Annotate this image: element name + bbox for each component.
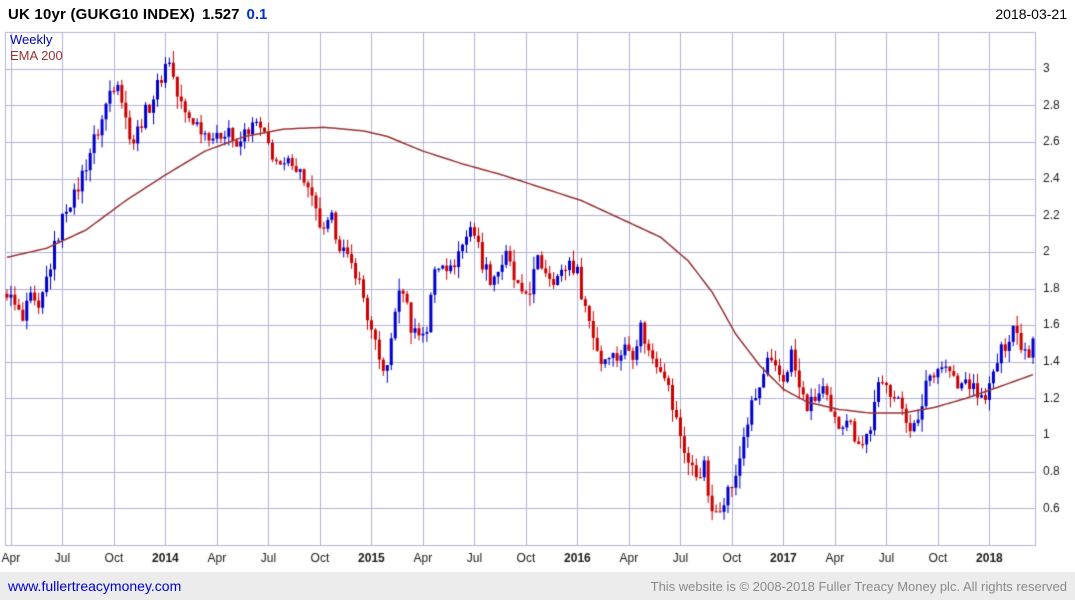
last-price: 1.527 (201, 5, 240, 23)
chart-header-left: UK 10yr (GUKG10 INDEX) 1.527 0.1 (8, 6, 267, 23)
chart-header: UK 10yr (GUKG10 INDEX) 1.527 0.1 2018-03… (0, 0, 1075, 28)
price-chart-canvas[interactable] (0, 28, 1075, 572)
chart-date: 2018-03-21 (995, 6, 1067, 22)
fullertreacymoney-link[interactable]: www.fullertreacymoney.com (8, 578, 182, 594)
copyright-text: This website is © 2008-2018 Fuller Treac… (650, 578, 1067, 594)
price-change: 0.1 (246, 5, 268, 23)
instrument-title: UK 10yr (GUKG10 INDEX) (8, 5, 195, 23)
chart-area: Weekly EMA 200 (0, 28, 1075, 572)
footer: www.fullertreacymoney.com This website i… (0, 572, 1075, 600)
